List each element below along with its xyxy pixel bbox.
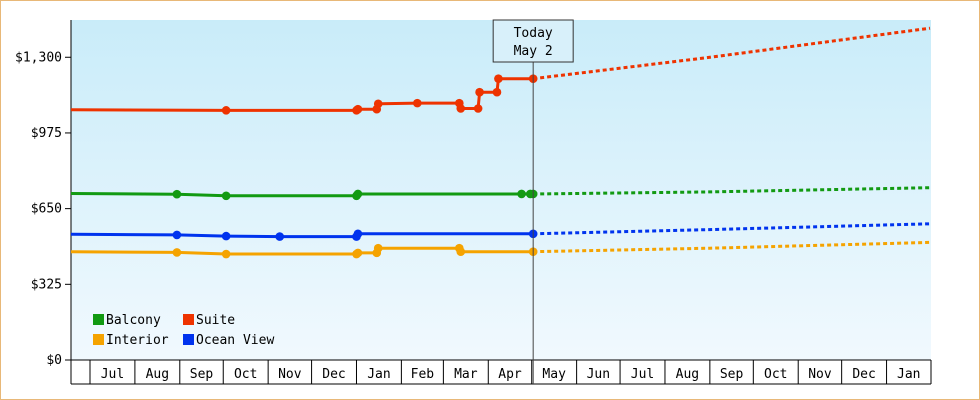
- forecast-line: [533, 186, 931, 196]
- x-tick-label: Aug: [676, 367, 699, 382]
- data-point: [494, 74, 503, 83]
- x-tick-label: Aug: [146, 367, 169, 382]
- y-tick-label: $1,300: [15, 50, 62, 65]
- legend-swatch: [93, 334, 104, 345]
- data-point: [473, 104, 483, 113]
- legend-label: Suite: [196, 313, 235, 328]
- x-tick-label: Nov: [278, 367, 302, 382]
- legend-label: Interior: [106, 333, 169, 348]
- x-tick-label: Oct: [234, 367, 257, 382]
- data-point: [61, 256, 70, 265]
- data-point: [221, 106, 231, 115]
- x-tick-label: Feb: [411, 367, 435, 382]
- legend-label: Ocean View: [196, 333, 274, 348]
- x-tick-label: Dec: [322, 367, 345, 382]
- today-label: Today: [514, 26, 553, 41]
- data-point: [456, 247, 466, 257]
- data-point: [492, 87, 502, 97]
- data-point: [517, 189, 526, 199]
- x-tick-label: Nov: [808, 367, 832, 382]
- data-point: [353, 229, 363, 239]
- x-tick-label: Jun: [587, 367, 610, 382]
- legend-item: Ocean View: [183, 333, 274, 348]
- data-point: [373, 243, 383, 253]
- series-balcony: [61, 186, 931, 223]
- legend-item: Suite: [183, 313, 235, 328]
- data-point: [71, 192, 72, 195]
- data-point: [353, 248, 363, 258]
- forecast-line: [533, 240, 931, 254]
- series-line: [71, 77, 534, 112]
- data-point: [61, 131, 70, 140]
- data-point: [172, 230, 182, 240]
- x-tick-label: Jan: [897, 367, 920, 382]
- forecast-line: [533, 222, 931, 236]
- data-point: [61, 273, 70, 282]
- y-tick-label: $975: [31, 126, 62, 141]
- data-point: [61, 214, 70, 223]
- legend-item: Balcony: [93, 313, 161, 328]
- today-date-label: May 2: [514, 44, 553, 59]
- series-line: [71, 192, 534, 198]
- x-tick-label: Jan: [367, 367, 390, 382]
- data-point: [172, 248, 182, 257]
- y-tick-label: $325: [31, 277, 62, 292]
- x-tick-label: May: [542, 367, 566, 382]
- legend-label: Balcony: [106, 313, 161, 328]
- data-point: [221, 191, 231, 201]
- x-tick-label: Dec: [852, 367, 875, 382]
- series-ocean-view: [35, 222, 931, 265]
- legend-swatch: [183, 314, 194, 325]
- x-tick-label: Sep: [720, 367, 744, 382]
- today-box: [492, 19, 574, 63]
- data-point: [353, 104, 363, 114]
- data-point: [275, 232, 285, 241]
- x-tick-label: Jul: [631, 367, 654, 382]
- data-point: [353, 189, 363, 199]
- y-tick-label: $0: [46, 353, 62, 368]
- legend-item: Interior: [93, 333, 169, 348]
- data-point: [221, 249, 231, 259]
- data-point: [475, 87, 484, 97]
- data-point: [71, 233, 72, 236]
- data-point: [172, 189, 182, 199]
- data-point: [35, 256, 44, 265]
- data-point: [71, 108, 72, 111]
- data-point: [456, 104, 466, 113]
- legend-swatch: [183, 334, 194, 345]
- forecast-line: [533, 26, 931, 81]
- x-tick-label: Mar: [454, 367, 478, 382]
- data-point: [221, 231, 231, 241]
- x-tick-label: Sep: [190, 367, 214, 382]
- data-point: [71, 250, 72, 253]
- x-tick-label: Oct: [764, 367, 787, 382]
- x-tick-label: Jul: [101, 367, 124, 382]
- y-tick-label: $650: [31, 202, 62, 217]
- legend-swatch: [93, 314, 104, 325]
- series-interior: [61, 240, 931, 282]
- data-point: [373, 99, 383, 109]
- x-tick-label: Apr: [498, 367, 522, 382]
- data-point: [413, 98, 422, 108]
- series-suite: [61, 26, 931, 140]
